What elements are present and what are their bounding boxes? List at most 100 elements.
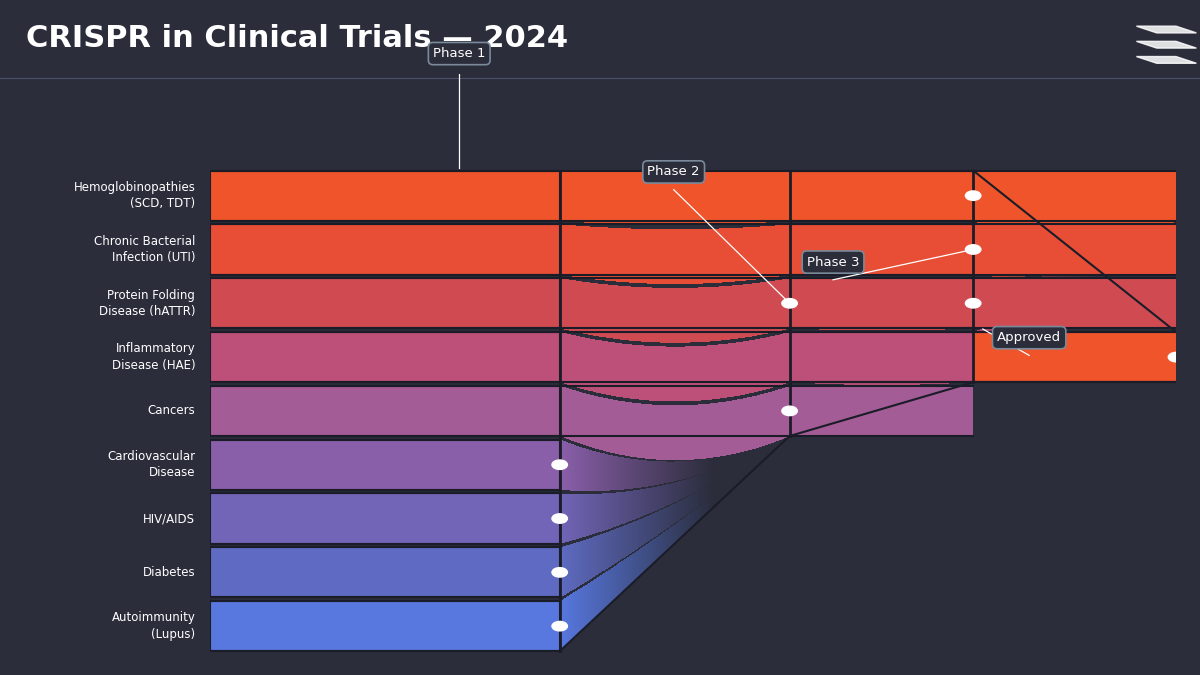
Bar xyxy=(634,345,635,399)
Bar xyxy=(634,345,635,399)
Bar xyxy=(611,285,612,338)
Bar xyxy=(587,226,588,279)
Bar xyxy=(623,402,624,456)
Bar xyxy=(710,485,712,497)
Bar xyxy=(626,171,628,225)
Bar xyxy=(678,230,679,284)
Bar xyxy=(790,171,973,221)
Bar xyxy=(602,454,604,491)
Bar xyxy=(672,288,673,343)
Bar xyxy=(655,461,656,485)
Bar xyxy=(568,545,569,593)
Bar xyxy=(684,288,685,343)
Bar xyxy=(619,401,620,454)
Bar xyxy=(640,404,641,458)
Bar xyxy=(648,171,649,225)
Bar xyxy=(678,405,679,460)
Bar xyxy=(772,448,773,450)
Bar xyxy=(758,448,760,452)
Bar xyxy=(767,393,769,444)
Bar xyxy=(574,543,575,589)
Bar xyxy=(622,492,623,524)
Bar xyxy=(736,454,737,462)
Bar xyxy=(780,225,781,276)
Bar xyxy=(574,445,575,491)
Bar xyxy=(578,541,580,586)
Bar xyxy=(638,404,640,458)
Bar xyxy=(666,531,667,552)
Bar xyxy=(584,394,586,446)
Bar xyxy=(733,400,734,454)
Bar xyxy=(756,396,757,448)
Bar xyxy=(624,228,625,282)
Bar xyxy=(700,460,701,475)
Bar xyxy=(619,492,620,525)
Bar xyxy=(739,342,742,396)
Bar xyxy=(560,493,562,543)
Bar xyxy=(594,494,595,534)
Bar xyxy=(566,333,568,384)
Bar xyxy=(564,225,565,275)
Bar xyxy=(766,281,767,333)
Bar xyxy=(700,288,701,342)
Bar xyxy=(739,285,742,338)
Bar xyxy=(737,227,738,281)
Bar xyxy=(650,229,652,284)
Bar xyxy=(688,461,689,478)
Bar xyxy=(623,228,624,282)
Bar xyxy=(589,538,590,580)
Bar xyxy=(594,579,595,619)
Bar xyxy=(720,344,721,398)
Bar xyxy=(670,484,671,504)
Bar xyxy=(731,473,732,482)
Bar xyxy=(758,460,760,465)
Bar xyxy=(725,487,726,496)
Bar xyxy=(671,462,672,482)
Bar xyxy=(606,171,607,223)
Bar xyxy=(581,226,582,278)
Bar xyxy=(673,504,674,524)
Bar xyxy=(630,491,631,521)
Bar xyxy=(635,403,636,457)
Bar xyxy=(739,171,742,224)
Bar xyxy=(562,278,563,329)
Bar xyxy=(636,460,637,488)
Bar xyxy=(608,570,610,606)
Bar xyxy=(592,581,593,622)
Bar xyxy=(757,448,758,452)
Bar xyxy=(766,456,767,459)
Bar xyxy=(575,335,576,387)
Bar xyxy=(744,458,745,465)
Bar xyxy=(584,282,587,334)
Bar xyxy=(617,529,618,562)
Bar xyxy=(714,470,715,482)
Bar xyxy=(668,484,670,505)
Bar xyxy=(576,542,578,587)
Bar xyxy=(757,457,758,462)
Bar xyxy=(592,537,593,578)
Bar xyxy=(667,346,668,402)
Bar xyxy=(725,228,726,282)
Bar xyxy=(606,398,607,452)
Bar xyxy=(679,230,680,284)
Bar xyxy=(659,405,660,460)
Bar xyxy=(644,229,646,284)
Bar xyxy=(640,489,641,517)
Bar xyxy=(580,541,581,585)
Bar xyxy=(716,470,718,481)
Bar xyxy=(767,226,768,278)
Bar xyxy=(780,442,781,443)
Bar xyxy=(758,448,760,452)
Bar xyxy=(758,227,760,279)
Bar xyxy=(773,391,774,443)
Bar xyxy=(746,458,748,464)
Bar xyxy=(653,514,654,538)
Bar xyxy=(684,346,685,402)
Bar xyxy=(710,345,712,400)
Bar xyxy=(763,446,764,450)
Bar xyxy=(601,453,602,491)
Bar xyxy=(784,440,785,441)
Bar xyxy=(572,389,574,441)
Bar xyxy=(580,171,581,222)
Bar xyxy=(719,229,720,283)
